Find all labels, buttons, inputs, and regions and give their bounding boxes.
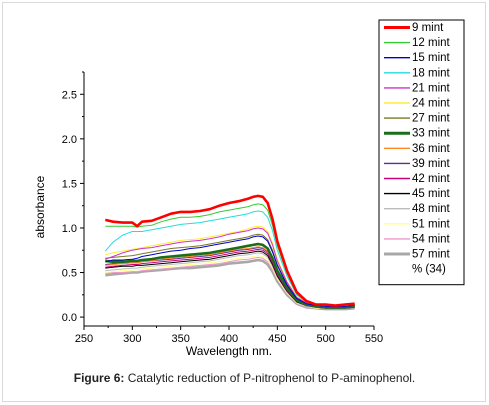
legend-label: 51 mint (412, 218, 451, 230)
legend-label: 9 mint (412, 22, 444, 34)
legend-label: 12 mint (412, 37, 451, 49)
y-tick-label: 1.0 (62, 223, 77, 235)
legend-extra-label: % (34) (412, 264, 446, 276)
x-tick-label: 250 (75, 333, 93, 345)
series-line-24-mint (105, 225, 355, 307)
series-line-18-mint (104, 210, 355, 306)
series-line-15-mint (105, 235, 355, 307)
legend-label: 36 mint (412, 143, 451, 155)
legend-label: 27 mint (412, 113, 451, 125)
x-axis-label: Wavelength nm. (186, 344, 272, 358)
y-tick-label: 0.5 (62, 268, 77, 280)
series-line-54-mint (105, 256, 355, 309)
legend-label: 21 mint (412, 82, 451, 94)
y-tick-label: 2.5 (62, 89, 77, 101)
legend-label: 39 mint (412, 158, 451, 170)
legend-label: 54 mint (412, 233, 451, 245)
legend-box (378, 19, 465, 286)
series-line-21-mint (105, 227, 355, 307)
y-tick-label: 1.5 (62, 178, 77, 190)
figure-frame (2, 2, 486, 402)
legend-label: 45 mint (412, 188, 451, 200)
legend-label: 18 mint (412, 67, 451, 79)
x-tick-label: 400 (220, 333, 238, 345)
series-line-42-mint (105, 248, 355, 308)
legend-label: 48 mint (412, 203, 451, 215)
legend-label: 15 mint (412, 52, 451, 64)
legend-label: 33 mint (412, 128, 451, 140)
caption-label: Figure 6: (73, 371, 125, 385)
series-line-33-mint (105, 242, 355, 309)
series-line-12-mint (105, 203, 355, 306)
x-tick-label: 350 (171, 333, 189, 345)
y-axis-label: absorbance (33, 175, 47, 238)
legend-label: 24 mint (412, 98, 451, 110)
legend-label: 57 mint (412, 249, 451, 261)
y-tick-label: 0.0 (62, 312, 77, 324)
x-tick-label: 300 (123, 333, 141, 345)
legend-label: 42 mint (412, 173, 451, 185)
x-tick-label: 500 (316, 333, 334, 345)
caption-text: Catalytic reduction of P-nitrophenol to … (124, 371, 416, 385)
uv-vis-chart: 0.0 0.5 1.0 1.5 2.0 2.5 250 300 350 400 450 500 550 W… (33, 19, 465, 358)
series-line-48-mint (105, 252, 355, 309)
figure-caption: Figure 6: Catalytic reduction of P-nitro… (0, 371, 489, 385)
series-line-9-mint (105, 194, 355, 307)
y-tick-label: 2.0 (62, 134, 77, 146)
x-tick-label: 450 (268, 333, 286, 345)
x-tick-label: 550 (365, 333, 383, 345)
series-group (104, 194, 355, 311)
